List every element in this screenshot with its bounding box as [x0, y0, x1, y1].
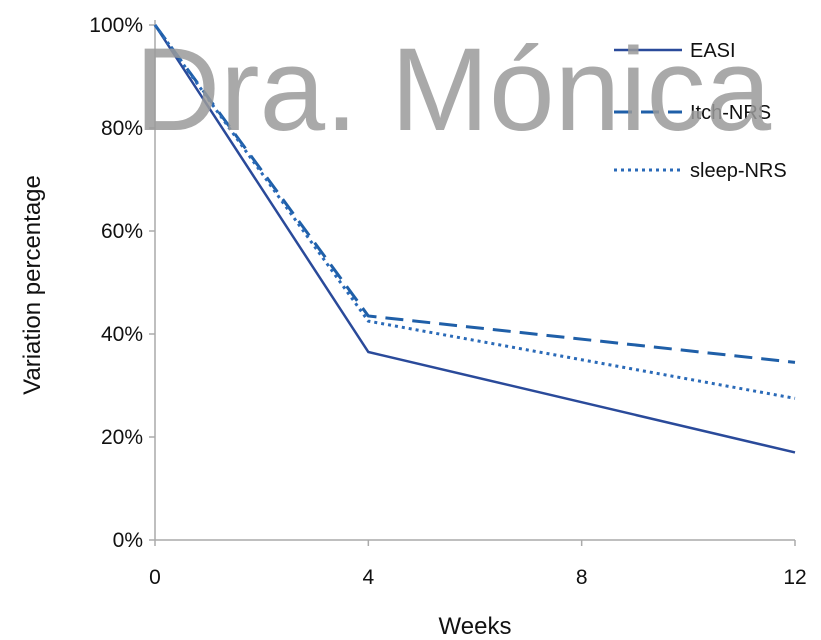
y-axis-title: Variation percentage — [19, 175, 46, 395]
y-tick-label: 20% — [101, 426, 143, 449]
legend-label: Itch-NRS — [690, 102, 771, 124]
series-line-sleep-nrs — [153, 24, 796, 400]
x-tick-label: 4 — [362, 566, 374, 589]
axes — [154, 20, 795, 541]
legend-label: sleep-NRS — [690, 160, 787, 182]
y-tick-label: 0% — [113, 529, 143, 552]
legend-label: EASI — [690, 40, 736, 62]
legend: EASI Itch-NRS sleep-NRS — [614, 40, 787, 182]
x-tick-labels: 0 4 8 12 — [149, 540, 807, 589]
x-tick-label: 12 — [783, 566, 806, 589]
series-lines — [153, 24, 796, 454]
x-tick-label: 8 — [576, 566, 588, 589]
y-tick-label: 60% — [101, 220, 143, 243]
y-tick-label: 40% — [101, 323, 143, 346]
y-tick-label: 100% — [89, 14, 143, 37]
y-tick-labels: 0% 20% 40% 60% 80% 100% — [89, 14, 155, 552]
watermark-text: Dra. Mónica — [135, 24, 771, 156]
x-axis-title: Weeks — [439, 613, 512, 640]
series-line-easi — [153, 24, 796, 454]
y-tick-label: 80% — [101, 117, 143, 140]
x-tick-label: 0 — [149, 566, 161, 589]
